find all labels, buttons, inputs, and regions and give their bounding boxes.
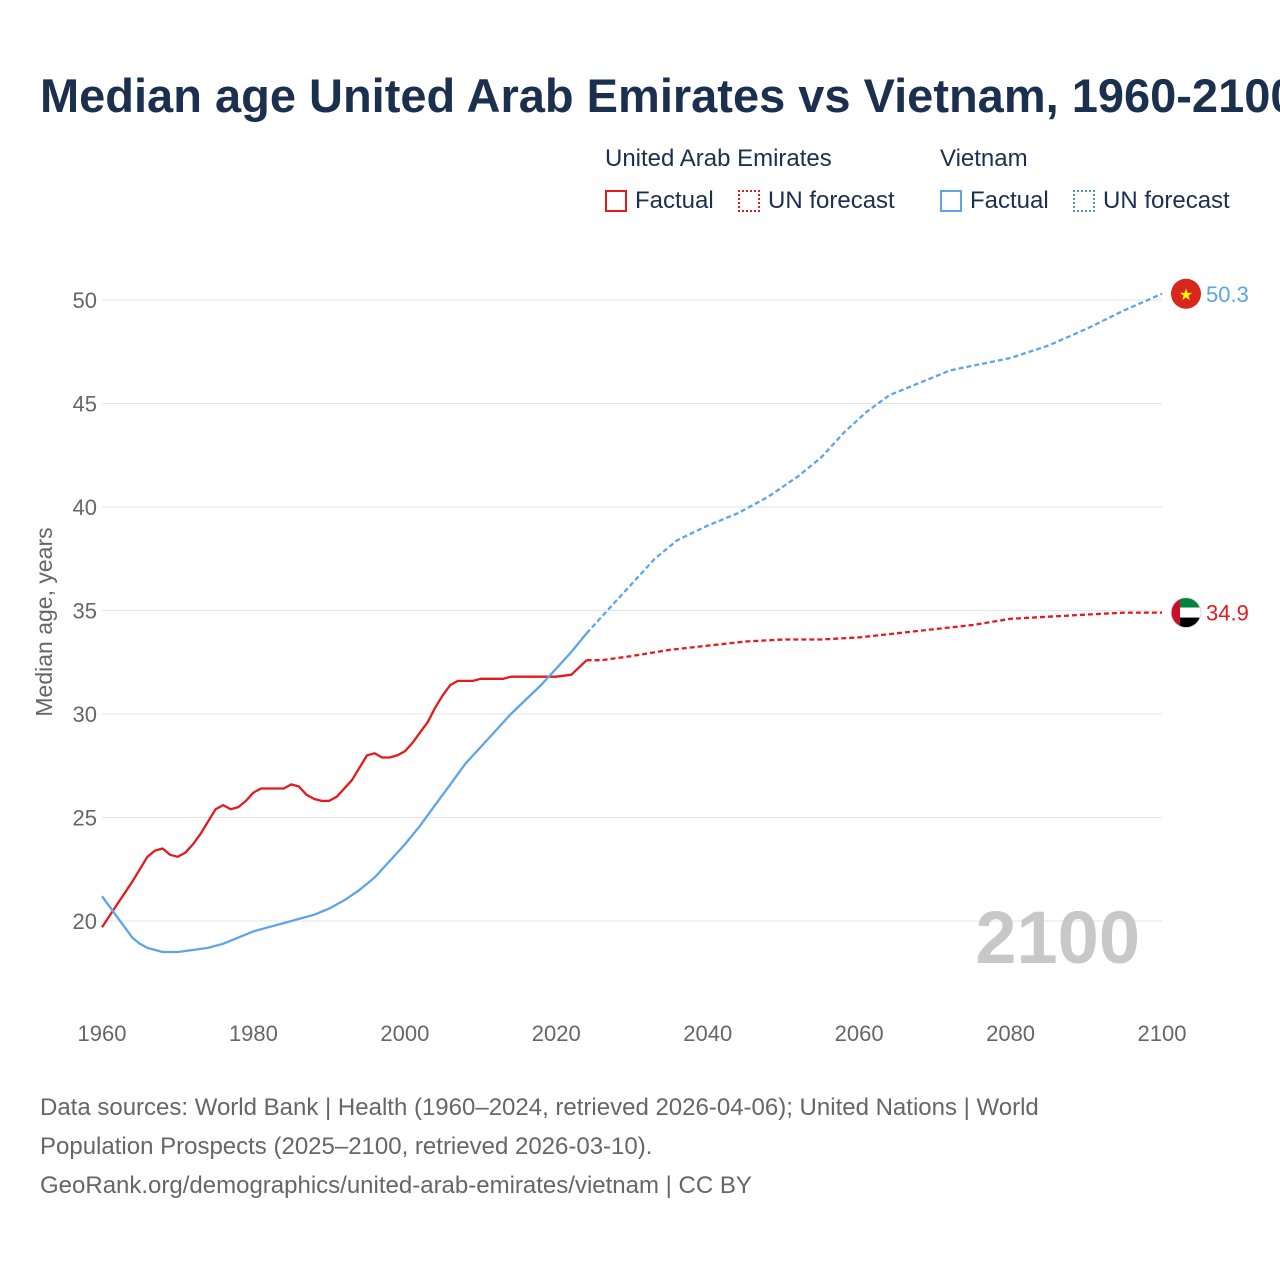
end-markers: 34.9 ★ 50.3 (1170, 278, 1249, 629)
x-tick-label: 2020 (532, 1021, 581, 1046)
vietnam-end-value-label: 50.3 (1206, 282, 1249, 307)
footer-line-2: Population Prospects (2025–2100, retriev… (40, 1133, 653, 1160)
flag-black-band (1171, 617, 1201, 628)
legend-label: Factual (635, 187, 714, 214)
legend-label: UN forecast (1103, 187, 1230, 214)
legend-label: UN forecast (768, 187, 895, 214)
legend-swatch-uae-factual (605, 190, 627, 212)
flag-red-band (1171, 597, 1180, 628)
grid-lines (102, 299, 1162, 922)
flag-border (1170, 597, 1202, 629)
legend-vietnam-factual[interactable]: Factual (940, 186, 1049, 216)
x-axis-ticks: 1960 1980 2000 2020 2040 2060 2080 2100 (78, 1021, 1187, 1046)
x-tick-label: 2000 (380, 1021, 429, 1046)
vietnam-flag-icon: ★ (1171, 278, 1201, 309)
x-tick-label: 2060 (835, 1021, 884, 1046)
united-arab-emirates-factual-line (101, 659, 588, 928)
vietnam-factual-line (101, 632, 588, 954)
flag-white-band (1171, 607, 1201, 618)
chart-title: Median age United Arab Emirates vs Vietn… (40, 69, 1280, 122)
y-tick-label: 35 (73, 599, 97, 624)
legend-swatch-vietnam-forecast (1073, 190, 1095, 212)
legend-swatch-uae-forecast (738, 190, 760, 212)
legend-uae-factual[interactable]: Factual (605, 186, 714, 216)
legend-group-vietnam: Vietnam (940, 145, 1028, 172)
x-tick-label: 2100 (1138, 1021, 1187, 1046)
y-tick-label: 40 (73, 495, 97, 520)
vietnam-forecast-line (585, 292, 1163, 635)
flag-green-band (1171, 597, 1201, 608)
footer-line-3[interactable]: GeoRank.org/demographics/united-arab-emi… (40, 1172, 752, 1199)
x-tick-label: 2080 (986, 1021, 1035, 1046)
flag-body (1171, 597, 1201, 628)
legend-swatch-vietnam-factual (940, 190, 962, 212)
year-watermark: 2100 (975, 896, 1140, 979)
y-tick-label: 50 (73, 288, 97, 313)
united-arab-emirates-end-value-label: 34.9 (1206, 601, 1249, 626)
flag-star: ★ (1179, 285, 1193, 304)
legend-vietnam-forecast[interactable]: UN forecast (1073, 186, 1230, 216)
legend-group-uae: United Arab Emirates (605, 145, 832, 172)
x-tick-label: 2040 (683, 1021, 732, 1046)
y-axis-ticks: 20 25 30 35 40 45 50 (73, 288, 97, 934)
uae-flag-icon (1170, 597, 1202, 629)
x-tick-label: 1980 (229, 1021, 278, 1046)
y-tick-label: 45 (73, 392, 97, 417)
footer-line-1: Data sources: World Bank | Health (1960–… (40, 1094, 1039, 1121)
united-arab-emirates-forecast-line (586, 611, 1162, 662)
legend-label: Factual (970, 187, 1049, 214)
flag-background (1171, 278, 1201, 309)
x-tick-label: 1960 (78, 1021, 127, 1046)
y-tick-label: 30 (73, 702, 97, 727)
series-lines (101, 292, 1163, 954)
y-axis-label: Median age, years (31, 527, 57, 716)
y-tick-label: 25 (73, 806, 97, 831)
legend-uae-forecast[interactable]: UN forecast (738, 186, 895, 216)
y-tick-label: 20 (73, 909, 97, 934)
footer-sources: Data sources: World Bank | Health (1960–… (40, 1088, 1240, 1205)
